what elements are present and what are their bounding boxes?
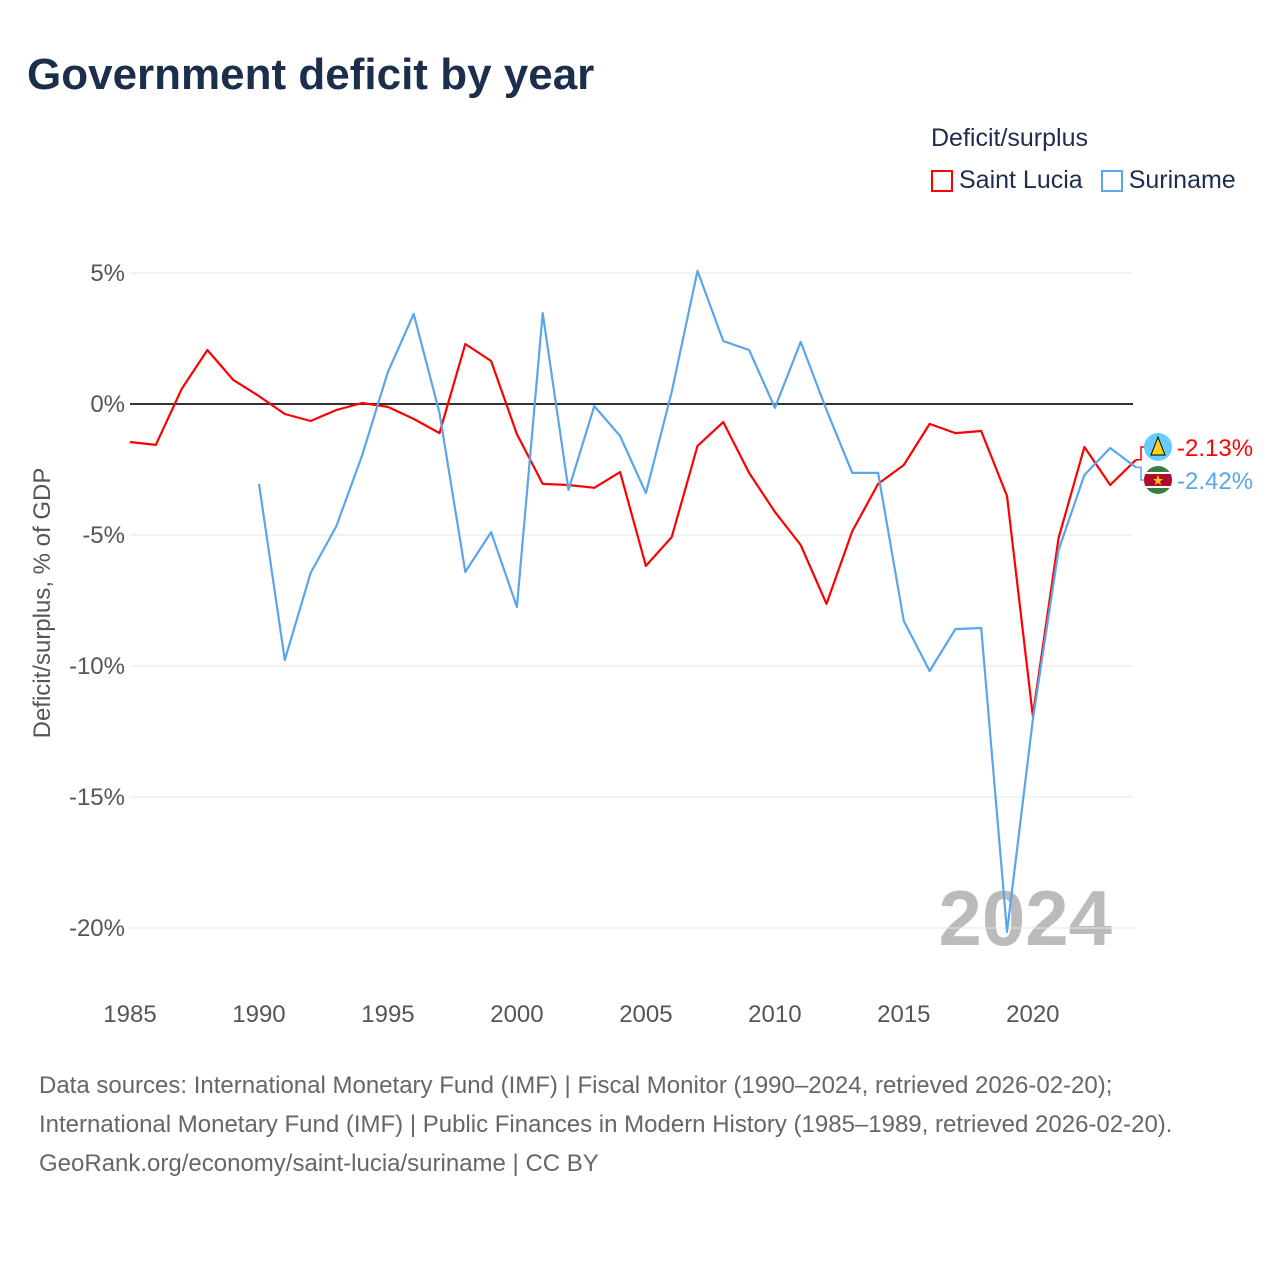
flag-star — [1153, 475, 1163, 485]
legend-title: Deficit/surplus — [931, 124, 1088, 152]
x-tick-label: 1995 — [361, 1001, 414, 1028]
chart-title: Government deficit by year — [27, 50, 595, 99]
end-label-connector — [1136, 466, 1146, 481]
y-tick-label: -10% — [69, 653, 125, 680]
y-axis-label: Deficit/surplus, % of GDP — [29, 468, 56, 739]
footer: Data sources: International Monetary Fun… — [39, 1066, 1239, 1183]
end-value-label: -2.13% — [1177, 435, 1253, 462]
legend-label: Saint Lucia — [959, 166, 1083, 194]
legend-label: Suriname — [1128, 166, 1236, 194]
legend: Saint Lucia Suriname — [931, 166, 1236, 195]
series-line-saint-lucia — [129, 342, 1137, 717]
end-value-label: -2.42% — [1177, 468, 1253, 495]
data-sources: Data sources: International Monetary Fun… — [39, 1072, 1173, 1138]
series-line-suriname — [257, 269, 1137, 934]
y-tick-label: -5% — [82, 522, 125, 549]
legend-item-saint-lucia[interactable]: Saint Lucia — [931, 166, 1083, 195]
saint-lucia-flag-icon — [1144, 433, 1172, 461]
y-tick-label: -15% — [69, 784, 125, 811]
x-tick-label: 2000 — [490, 1001, 543, 1028]
x-tick-label: 1985 — [103, 1001, 156, 1028]
x-tick-label: 2005 — [619, 1001, 672, 1028]
legend-swatch-suriname — [1100, 169, 1123, 192]
year-watermark: 2024 — [938, 874, 1112, 962]
flag-stripes — [1144, 466, 1172, 494]
y-tick-label: -20% — [69, 915, 125, 942]
legend-swatch-saint-lucia — [931, 169, 953, 192]
suriname-flag-icon — [1144, 466, 1172, 494]
x-tick-label: 2020 — [1006, 1001, 1059, 1028]
x-tick-label: 1990 — [232, 1001, 285, 1028]
x-tick-label: 2015 — [877, 1001, 930, 1028]
x-tick-label: 2010 — [748, 1001, 801, 1028]
legend-item-suriname[interactable]: Suriname — [1100, 166, 1236, 195]
flag-triangle — [1150, 435, 1166, 456]
end-label-connector — [1136, 446, 1146, 461]
y-tick-label: 0% — [90, 391, 125, 418]
credit-link[interactable]: GeoRank.org/economy/saint-lucia/suriname… — [39, 1150, 599, 1177]
y-tick-label: 5% — [90, 260, 125, 287]
